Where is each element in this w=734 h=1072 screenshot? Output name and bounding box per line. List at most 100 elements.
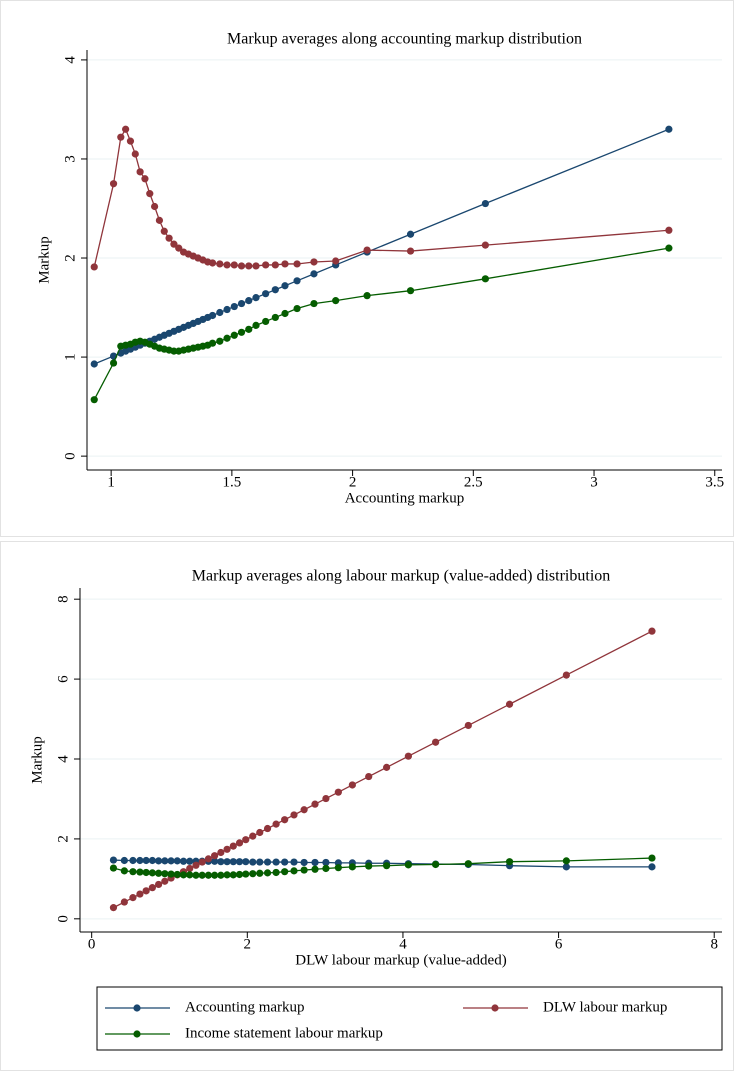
marker <box>151 202 159 211</box>
marker <box>464 860 472 868</box>
y-tick-label: 1 <box>62 353 78 361</box>
marker <box>404 752 412 760</box>
y-tick-label: 0 <box>62 452 78 460</box>
marker <box>230 302 238 311</box>
y-axis-label: Markup <box>29 736 45 784</box>
marker <box>310 270 318 278</box>
marker <box>109 904 118 912</box>
marker <box>322 858 330 867</box>
marker <box>348 863 356 871</box>
marker <box>252 262 260 270</box>
x-tick-label: 1 <box>107 474 115 490</box>
marker <box>648 863 656 871</box>
marker <box>281 816 289 824</box>
legend-marker <box>133 1004 141 1012</box>
marker <box>481 275 489 283</box>
marker <box>300 858 308 867</box>
marker <box>242 870 250 878</box>
marker <box>242 836 250 844</box>
marker <box>281 282 289 290</box>
marker <box>281 260 289 268</box>
y-tick-label: 3 <box>62 155 78 163</box>
x-tick-label: 3 <box>590 474 598 490</box>
marker <box>348 781 356 789</box>
marker <box>154 880 163 889</box>
marker <box>242 858 250 866</box>
marker <box>648 627 656 635</box>
marker <box>262 290 270 298</box>
marker <box>186 857 194 865</box>
marker <box>365 772 373 781</box>
marker <box>406 287 415 295</box>
marker <box>562 857 570 865</box>
marker <box>161 870 169 878</box>
marker <box>154 869 163 877</box>
marker <box>142 887 150 895</box>
chart-title: Markup averages along labour markup (val… <box>192 568 611 585</box>
marker <box>263 824 272 833</box>
marker <box>211 852 219 860</box>
marker <box>136 890 144 898</box>
marker <box>167 857 175 865</box>
marker <box>198 858 206 866</box>
marker <box>216 308 224 317</box>
x-axis-label: Accounting markup <box>345 490 465 506</box>
y-axis-label: Markup <box>36 236 52 284</box>
marker <box>562 671 570 679</box>
marker <box>109 856 118 864</box>
y-tick-label: 0 <box>55 915 71 923</box>
marker <box>505 700 514 708</box>
marker <box>249 858 257 866</box>
y-tick-label: 2 <box>55 835 71 843</box>
y-tick-label: 2 <box>62 254 78 262</box>
marker <box>271 313 279 322</box>
marker <box>223 858 231 866</box>
y-tick-label: 4 <box>62 56 78 64</box>
marker <box>365 862 373 870</box>
marker <box>249 832 257 840</box>
marker <box>481 199 489 208</box>
marker <box>293 304 301 313</box>
marker <box>208 339 217 347</box>
marker <box>129 856 137 865</box>
marker <box>290 858 298 866</box>
marker <box>217 848 225 857</box>
marker <box>332 257 340 265</box>
legend-label: Accounting markup <box>185 999 305 1015</box>
marker <box>120 867 128 875</box>
marker <box>161 877 169 885</box>
marker <box>192 861 200 869</box>
marker <box>256 869 264 877</box>
marker <box>290 867 298 875</box>
marker <box>245 297 253 305</box>
marker <box>332 297 340 305</box>
marker <box>464 721 472 730</box>
marker <box>322 864 330 873</box>
marker <box>290 811 298 819</box>
marker <box>161 857 169 865</box>
marker <box>245 262 253 270</box>
marker <box>126 137 135 145</box>
marker <box>648 854 656 862</box>
marker <box>223 845 231 853</box>
marker <box>272 868 280 877</box>
x-tick-label: 2.5 <box>464 474 483 490</box>
y-tick-label: 8 <box>55 595 71 603</box>
marker <box>175 244 183 252</box>
marker <box>505 858 514 866</box>
marker <box>263 858 272 866</box>
marker <box>173 870 181 879</box>
marker <box>406 230 415 238</box>
marker <box>235 870 244 879</box>
marker <box>383 763 391 771</box>
marker <box>211 871 219 879</box>
legend-label: Income statement labour markup <box>185 1025 383 1041</box>
marker <box>155 216 164 224</box>
marker <box>252 321 260 329</box>
marker <box>281 868 289 876</box>
marker <box>262 261 270 269</box>
marker <box>363 246 371 254</box>
marker <box>363 292 371 300</box>
marker <box>192 871 200 879</box>
marker <box>300 806 308 814</box>
